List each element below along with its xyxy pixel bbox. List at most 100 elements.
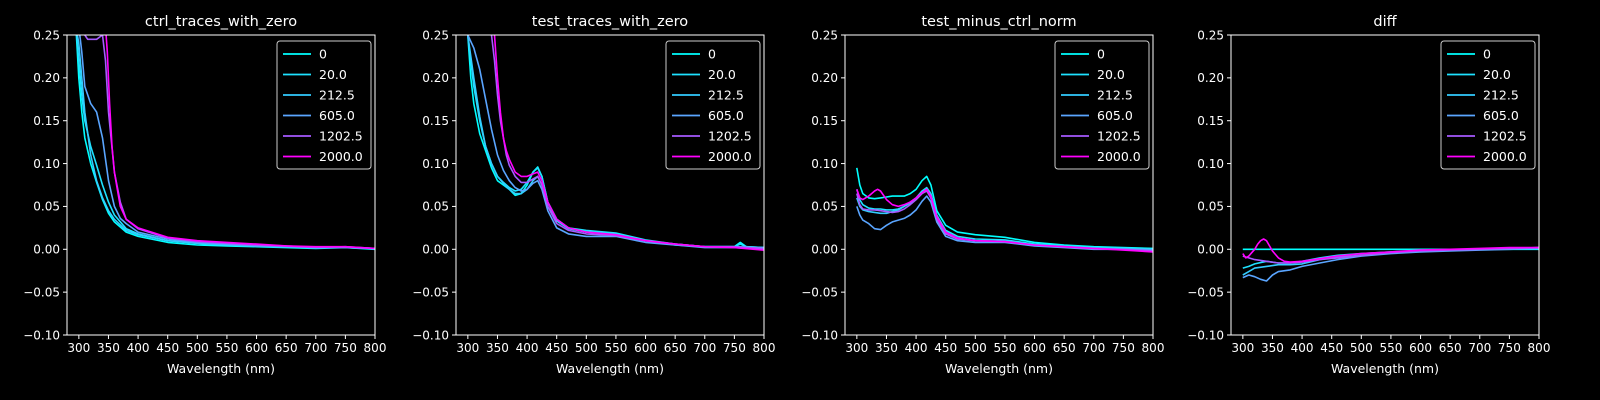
y-tick-label: 0.25 bbox=[811, 28, 838, 42]
x-tick-label: 650 bbox=[275, 341, 298, 355]
y-tick-label: 0.20 bbox=[33, 71, 60, 85]
y-tick-label: 0.20 bbox=[422, 71, 449, 85]
plot-area bbox=[1242, 238, 1539, 282]
x-tick-label: 300 bbox=[845, 341, 868, 355]
y-tick-label: −0.10 bbox=[412, 328, 449, 342]
x-tick-label: 550 bbox=[993, 341, 1016, 355]
legend-label: 0 bbox=[1097, 47, 1105, 62]
plot-area bbox=[467, 35, 764, 251]
x-tick-label: 300 bbox=[456, 341, 479, 355]
y-tick-label: −0.05 bbox=[412, 285, 449, 299]
x-tick-label: 500 bbox=[1350, 341, 1373, 355]
x-tick-label: 750 bbox=[1112, 341, 1135, 355]
x-tick-label: 400 bbox=[905, 341, 928, 355]
x-tick-label: 600 bbox=[1409, 341, 1432, 355]
y-tick-label: 0.25 bbox=[1197, 28, 1224, 42]
x-tick-label: 350 bbox=[875, 341, 898, 355]
y-tick-label: 0.05 bbox=[811, 200, 838, 214]
x-tick-label: 800 bbox=[1142, 341, 1165, 355]
y-tick-label: 0.10 bbox=[1197, 157, 1224, 171]
x-tick-label: 450 bbox=[156, 341, 179, 355]
y-tick-label: 0.00 bbox=[422, 243, 449, 257]
x-tick-label: 500 bbox=[964, 341, 987, 355]
x-tick-label: 750 bbox=[1498, 341, 1521, 355]
legend-label: 1202.5 bbox=[1097, 129, 1141, 144]
y-tick-label: 0.15 bbox=[33, 114, 60, 128]
y-tick-label: 0.20 bbox=[1197, 71, 1224, 85]
y-tick-label: 0.15 bbox=[1197, 114, 1224, 128]
legend-label: 212.5 bbox=[708, 88, 744, 103]
y-tick-label: −0.10 bbox=[1187, 328, 1224, 342]
chart-panel-1: ctrl_traces_with_zero 300 350 400 450 500 550 6… bbox=[23, 14, 386, 376]
legend-label: 605.0 bbox=[708, 108, 744, 123]
y-tick-label: −0.05 bbox=[23, 285, 60, 299]
axes-frame bbox=[66, 34, 376, 336]
x-tick-label: 750 bbox=[334, 341, 357, 355]
legend-box bbox=[1440, 40, 1536, 170]
x-tick-label: 400 bbox=[127, 341, 150, 355]
chart-title: test_minus_ctrl_norm bbox=[921, 14, 1076, 30]
x-tick-label: 450 bbox=[545, 341, 568, 355]
legend-label: 605.0 bbox=[319, 108, 355, 123]
y-tick-label: 0.15 bbox=[811, 114, 838, 128]
legend-label: 212.5 bbox=[1483, 88, 1519, 103]
legend: 0 20.0 212.5 605.0 1202.5 2000.0 bbox=[665, 40, 761, 170]
legend: 0 20.0 212.5 605.0 1202.5 2000.0 bbox=[1054, 40, 1150, 170]
legend-label: 2000.0 bbox=[1097, 149, 1141, 164]
x-tick-label: 750 bbox=[723, 341, 746, 355]
legend: 0 20.0 212.5 605.0 1202.5 2000.0 bbox=[276, 40, 372, 170]
x-tick-label: 700 bbox=[693, 341, 716, 355]
y-tick-label: −0.10 bbox=[23, 328, 60, 342]
x-tick-label: 300 bbox=[67, 341, 90, 355]
x-axis-label: Wavelength (nm) bbox=[556, 361, 664, 376]
chart-panel-2: test_traces_with_zero 300 350 400 450 500 550 6… bbox=[412, 14, 775, 376]
legend-label: 20.0 bbox=[1483, 67, 1511, 82]
y-tick-label: 0.00 bbox=[33, 243, 60, 257]
x-axis-label: Wavelength (nm) bbox=[945, 361, 1053, 376]
axes-frame bbox=[1230, 34, 1540, 336]
y-tick-label: −0.10 bbox=[801, 328, 838, 342]
x-tick-label: 800 bbox=[364, 341, 387, 355]
legend-label: 20.0 bbox=[708, 67, 736, 82]
axes-frame bbox=[844, 34, 1154, 336]
y-tick-label: −0.05 bbox=[1187, 285, 1224, 299]
x-tick-label: 700 bbox=[304, 341, 327, 355]
legend-label: 2000.0 bbox=[1483, 149, 1527, 164]
x-tick-label: 450 bbox=[1320, 341, 1343, 355]
series-line-2000.0 bbox=[856, 188, 1153, 253]
y-tick-label: 0.20 bbox=[811, 71, 838, 85]
series-line-605.0 bbox=[1242, 247, 1539, 282]
y-tick-label: 0.00 bbox=[1197, 243, 1224, 257]
legend-label: 212.5 bbox=[1097, 88, 1133, 103]
x-tick-label: 650 bbox=[664, 341, 687, 355]
x-tick-label: 550 bbox=[1379, 341, 1402, 355]
legend-label: 20.0 bbox=[319, 67, 347, 82]
x-tick-label: 350 bbox=[97, 341, 120, 355]
chart-panel-4: diff 300 350 400 450 500 550 600 650 700 750 800 −0.… bbox=[1187, 14, 1550, 376]
series-line-1202.5 bbox=[1242, 246, 1539, 264]
y-tick-label: 0.10 bbox=[33, 157, 60, 171]
legend-label: 212.5 bbox=[319, 88, 355, 103]
x-tick-label: 300 bbox=[1231, 341, 1254, 355]
legend-label: 0 bbox=[319, 47, 327, 62]
x-tick-label: 350 bbox=[486, 341, 509, 355]
x-tick-label: 350 bbox=[1261, 341, 1284, 355]
legend-label: 605.0 bbox=[1483, 108, 1519, 123]
legend-label: 2000.0 bbox=[708, 149, 752, 164]
legend-label: 0 bbox=[708, 47, 716, 62]
x-tick-label: 600 bbox=[634, 341, 657, 355]
x-tick-label: 700 bbox=[1468, 341, 1491, 355]
x-tick-label: 600 bbox=[245, 341, 268, 355]
chart-title: ctrl_traces_with_zero bbox=[145, 14, 297, 30]
series-line-2000.0 bbox=[105, 35, 375, 250]
legend: 0 20.0 212.5 605.0 1202.5 2000.0 bbox=[1440, 40, 1536, 170]
x-tick-label: 800 bbox=[753, 341, 776, 355]
axes-frame bbox=[455, 34, 765, 336]
legend-label: 20.0 bbox=[1097, 67, 1125, 82]
y-tick-label: 0.10 bbox=[422, 157, 449, 171]
y-tick-label: 0.25 bbox=[33, 28, 60, 42]
series-line-605.0 bbox=[467, 35, 764, 251]
x-tick-label: 550 bbox=[604, 341, 627, 355]
x-tick-label: 700 bbox=[1082, 341, 1105, 355]
